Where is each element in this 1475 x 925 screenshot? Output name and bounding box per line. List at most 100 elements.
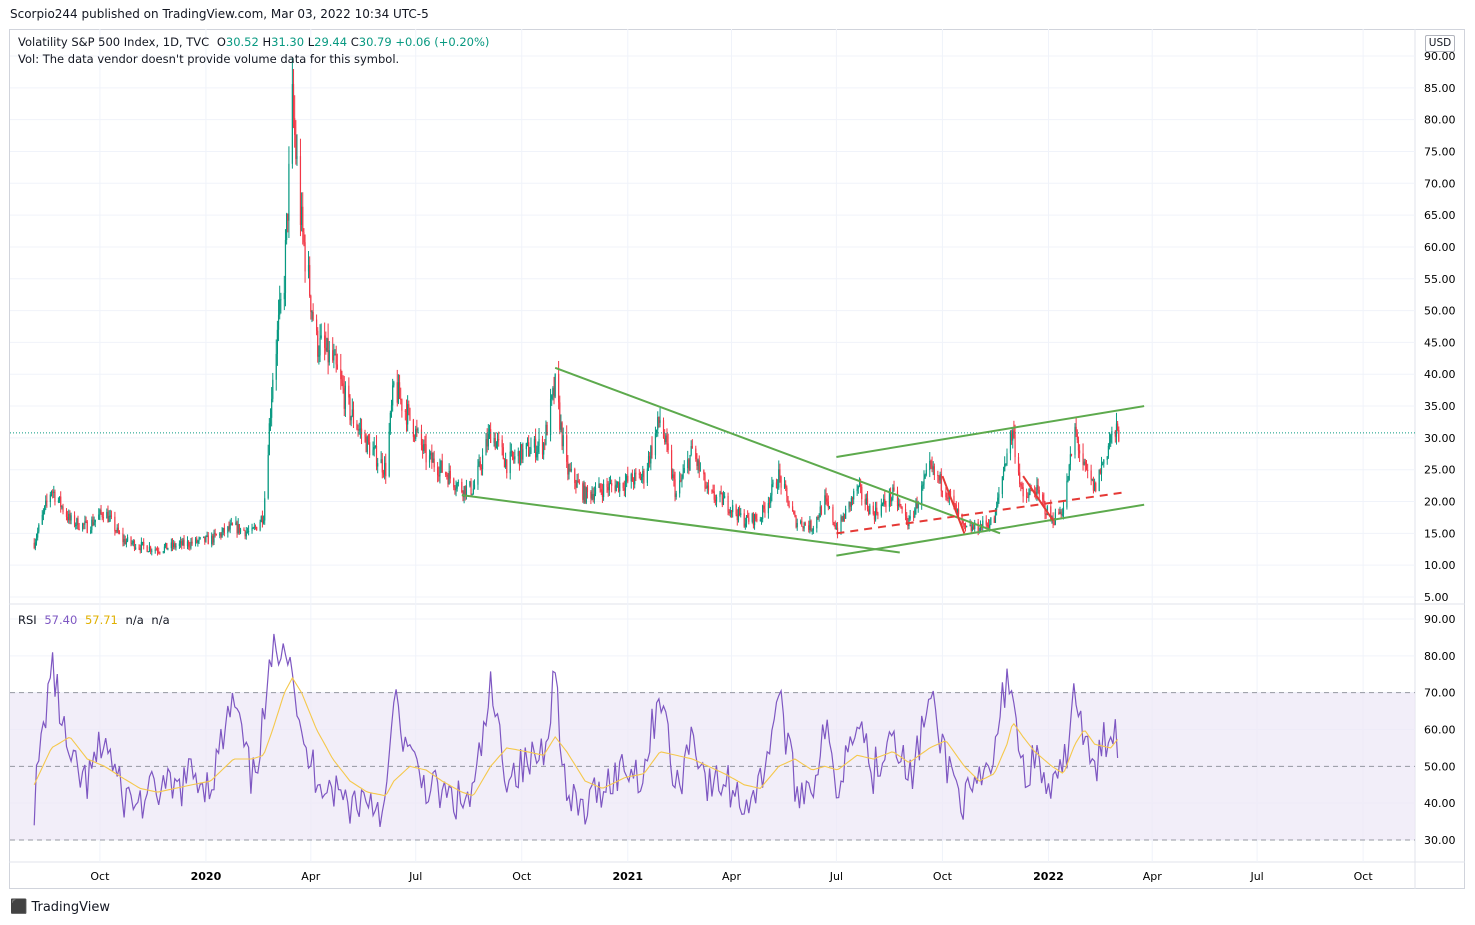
- candle-body: [683, 468, 685, 473]
- candle-body: [235, 522, 237, 525]
- candle-body: [115, 531, 117, 533]
- candle-body: [646, 468, 648, 483]
- high-value: 31.30: [271, 35, 305, 49]
- candle-body: [1006, 453, 1008, 464]
- candle-body: [431, 452, 433, 463]
- rsi-tick-label: 80.00: [1424, 650, 1456, 663]
- candle-body: [1012, 430, 1014, 441]
- candle-body: [787, 496, 789, 506]
- candle-body: [146, 545, 148, 552]
- candle-body: [578, 482, 580, 484]
- candle-body: [147, 551, 149, 553]
- candle-body: [584, 485, 586, 503]
- candle-body: [428, 455, 431, 463]
- candle-body: [893, 487, 895, 491]
- candle-body: [191, 541, 193, 544]
- candle-body: [659, 420, 661, 423]
- candle-body: [681, 477, 683, 481]
- candle-body: [764, 508, 766, 514]
- rsi-tick-label: 60.00: [1424, 724, 1456, 737]
- candle-body: [873, 513, 876, 520]
- candle-body: [1095, 482, 1097, 492]
- candle-body: [123, 539, 125, 543]
- candle-body: [135, 547, 137, 549]
- candle-body: [385, 462, 387, 477]
- candle-body: [190, 541, 192, 548]
- candle-body: [772, 482, 774, 485]
- candle-body: [261, 516, 264, 523]
- candle-body: [469, 481, 471, 486]
- candle-body: [77, 518, 79, 529]
- candle-body: [842, 515, 844, 521]
- candle-body: [1027, 497, 1029, 499]
- candle-body: [448, 470, 450, 485]
- candle-body: [1115, 423, 1118, 437]
- candle-body: [518, 451, 521, 466]
- candle-body: [1022, 487, 1024, 497]
- candle-body: [196, 538, 198, 543]
- candle-body: [106, 511, 108, 519]
- candle-body: [982, 520, 984, 529]
- rsi-legend[interactable]: RSI 57.40 57.71 n/a n/a: [18, 613, 170, 627]
- candle-body: [122, 533, 124, 543]
- candle-body: [601, 491, 604, 497]
- candle-body: [593, 493, 595, 500]
- time-tick-label: Apr: [722, 870, 742, 883]
- candle-body: [698, 460, 700, 471]
- candle-body: [309, 265, 311, 296]
- candle-body: [1019, 472, 1021, 484]
- candle-body: [917, 504, 919, 509]
- candle-body: [124, 539, 126, 545]
- candle-body: [900, 505, 902, 508]
- candle-body: [100, 509, 102, 514]
- candle-body: [186, 541, 189, 546]
- price-tick-label: 45.00: [1424, 336, 1456, 349]
- candle-body: [1028, 493, 1030, 498]
- price-tick-label: 85.00: [1424, 82, 1456, 95]
- candle-body: [850, 497, 852, 507]
- candle-body: [315, 319, 318, 331]
- candle-body: [214, 532, 216, 535]
- candle-body: [780, 476, 782, 488]
- rsi-na-2: n/a: [151, 613, 170, 627]
- candle-body: [325, 347, 327, 351]
- candle-body: [246, 531, 249, 533]
- candle-body: [966, 525, 968, 527]
- candle-body: [228, 526, 230, 530]
- rsi-tick-label: 70.00: [1424, 687, 1456, 700]
- pattern-red-leg-1: [941, 475, 966, 534]
- rsi-title: RSI: [18, 613, 37, 627]
- candle-body: [808, 525, 810, 530]
- candle-body: [664, 437, 666, 443]
- candle-body: [286, 213, 288, 241]
- candle-body: [1108, 442, 1111, 446]
- candle-body: [302, 206, 304, 232]
- candle-body: [166, 542, 168, 550]
- candle-body: [181, 541, 183, 546]
- candle-body: [744, 523, 746, 527]
- candle-body: [585, 487, 587, 503]
- trendline-descending-bottom: [461, 494, 900, 554]
- candle-body: [341, 379, 343, 384]
- tradingview-brand[interactable]: ⬛ TradingView: [10, 899, 110, 915]
- candle-body: [1053, 523, 1055, 525]
- candle-body: [280, 299, 282, 301]
- candle-body: [529, 453, 531, 457]
- candle-body: [993, 517, 995, 523]
- currency-button[interactable]: USD: [1425, 35, 1455, 52]
- candle-body: [1100, 464, 1103, 474]
- candle-body: [796, 522, 798, 528]
- candle-body: [600, 489, 602, 492]
- candle-body: [262, 520, 265, 523]
- candle-body: [545, 424, 547, 445]
- candle-body: [236, 522, 238, 534]
- candle-body: [171, 542, 174, 548]
- candle-body: [804, 522, 806, 526]
- candle-body: [1017, 457, 1020, 473]
- candle-body: [801, 521, 803, 527]
- symbol-legend[interactable]: Volatility S&P 500 Index, 1D, TVC O30.52…: [18, 35, 489, 49]
- candle-body: [938, 475, 940, 481]
- candle-body: [493, 438, 495, 444]
- candle-body: [977, 522, 979, 533]
